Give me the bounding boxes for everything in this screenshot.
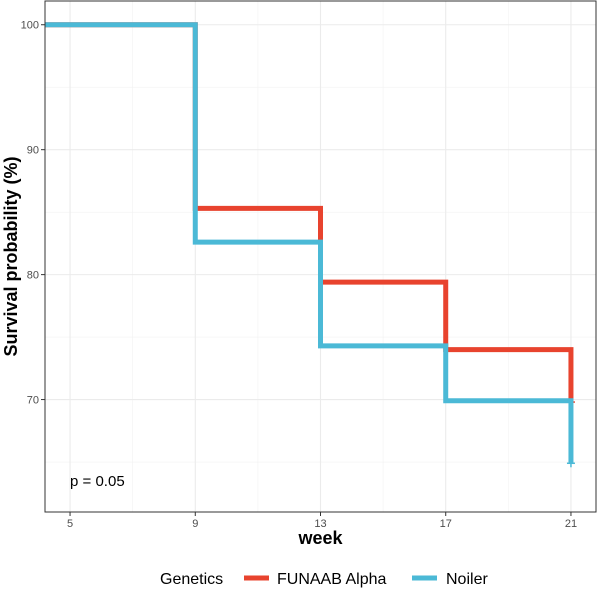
x-axis-title: week [297, 528, 343, 548]
survival-curve-noiler [45, 22, 574, 464]
x-tick-label: 21 [565, 518, 577, 530]
axis-ticks: 5 9 13 17 21 70 80 90 100 [21, 20, 577, 530]
legend-label-funaab-alpha: FUNAAB Alpha [277, 571, 386, 588]
x-tick-label: 9 [192, 518, 198, 530]
p-value-annotation: p = 0.05 [70, 473, 125, 490]
legend-title: Genetics [160, 571, 223, 588]
series-layer [45, 22, 575, 468]
y-axis-title: Survival probability (%) [1, 156, 21, 356]
x-tick-label: 17 [440, 518, 452, 530]
y-tick-label: 100 [21, 20, 39, 32]
survival-curve-funaab-alpha [45, 22, 574, 403]
y-tick-label: 80 [27, 270, 39, 282]
x-tick-label: 13 [314, 518, 326, 530]
legend: Genetics FUNAAB Alpha Noiler [160, 571, 488, 588]
y-tick-label: 90 [27, 145, 39, 157]
legend-label-noiler: Noiler [446, 571, 488, 588]
x-tick-label: 5 [67, 518, 73, 530]
y-tick-label: 70 [27, 395, 39, 407]
